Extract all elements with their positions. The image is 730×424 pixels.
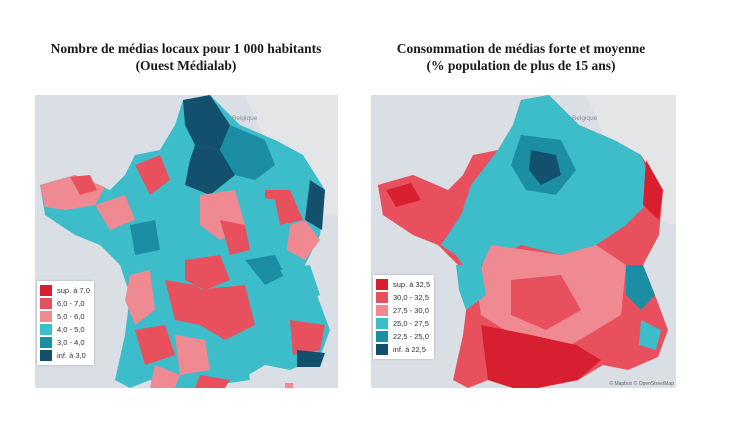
legend-label: 22,5 - 25,0 (393, 332, 429, 341)
legend-label: 27,5 - 30,0 (393, 306, 429, 315)
legend-label: 5,0 - 6,0 (57, 312, 85, 321)
legend-swatch (40, 350, 52, 361)
legend-row: 30,0 - 32,5 (376, 291, 430, 304)
legend-label: sup. à 32,5 (393, 280, 431, 289)
legend-label: 30,0 - 32,5 (393, 293, 429, 302)
left-map-title-line1: Nombre de médias locaux pour 1 000 habit… (50, 41, 322, 56)
legend-swatch (376, 305, 388, 316)
legend-swatch (40, 337, 52, 348)
legend-swatch (40, 285, 52, 296)
right-map-legend: sup. à 32,5 30,0 - 32,5 27,5 - 30,0 25,0… (373, 275, 435, 359)
legend-row: 25,0 - 27,5 (376, 317, 430, 330)
legend-label: 4,0 - 5,0 (57, 325, 85, 334)
right-map-title: Consommation de médias forte et moyenne … (371, 40, 671, 74)
right-map-country-label: Belgique (572, 115, 598, 122)
legend-row: inf. à 3,0 (40, 349, 90, 362)
legend-swatch (376, 331, 388, 342)
right-map-choropleth (371, 95, 676, 388)
legend-row: 27,5 - 30,0 (376, 304, 430, 317)
left-map-choropleth (35, 95, 338, 388)
legend-swatch (376, 292, 388, 303)
legend-label: 6,0 - 7,0 (57, 299, 85, 308)
map-attribution[interactable]: © Mapbox © OpenStreetMap (609, 381, 674, 387)
legend-swatch (40, 311, 52, 322)
legend-row: 4,0 - 5,0 (40, 323, 90, 336)
legend-label: 3,0 - 4,0 (57, 338, 85, 347)
legend-swatch (376, 344, 388, 355)
legend-row: 22,5 - 25,0 (376, 330, 430, 343)
left-map-country-label: Belgique (232, 115, 258, 122)
legend-label: inf. à 22,5 (393, 345, 426, 354)
legend-row: 3,0 - 4,0 (40, 336, 90, 349)
right-map-title-line2: (% population de plus de 15 ans) (426, 58, 616, 73)
legend-label: 25,0 - 27,5 (393, 319, 429, 328)
legend-label: sup. à 7,0 (57, 286, 90, 295)
legend-swatch (40, 324, 52, 335)
left-map-title: Nombre de médias locaux pour 1 000 habit… (36, 40, 336, 74)
legend-swatch (376, 318, 388, 329)
legend-label: inf. à 3,0 (57, 351, 86, 360)
left-map: Belgique sup. à 7,0 6,0 - 7,0 5,0 - 6,0 … (35, 95, 338, 388)
legend-swatch (40, 298, 52, 309)
right-map: Belgique sup. à 32,5 30,0 - 32,5 27,5 - … (371, 95, 676, 388)
legend-swatch (376, 279, 388, 290)
legend-row: sup. à 7,0 (40, 284, 90, 297)
legend-row: inf. à 22,5 (376, 343, 430, 356)
left-map-legend: sup. à 7,0 6,0 - 7,0 5,0 - 6,0 4,0 - 5,0… (37, 281, 94, 365)
legend-row: 5,0 - 6,0 (40, 310, 90, 323)
legend-row: 6,0 - 7,0 (40, 297, 90, 310)
legend-row: sup. à 32,5 (376, 278, 430, 291)
left-map-title-line2: (Ouest Médialab) (135, 58, 237, 73)
right-map-title-line1: Consommation de médias forte et moyenne (396, 41, 646, 56)
